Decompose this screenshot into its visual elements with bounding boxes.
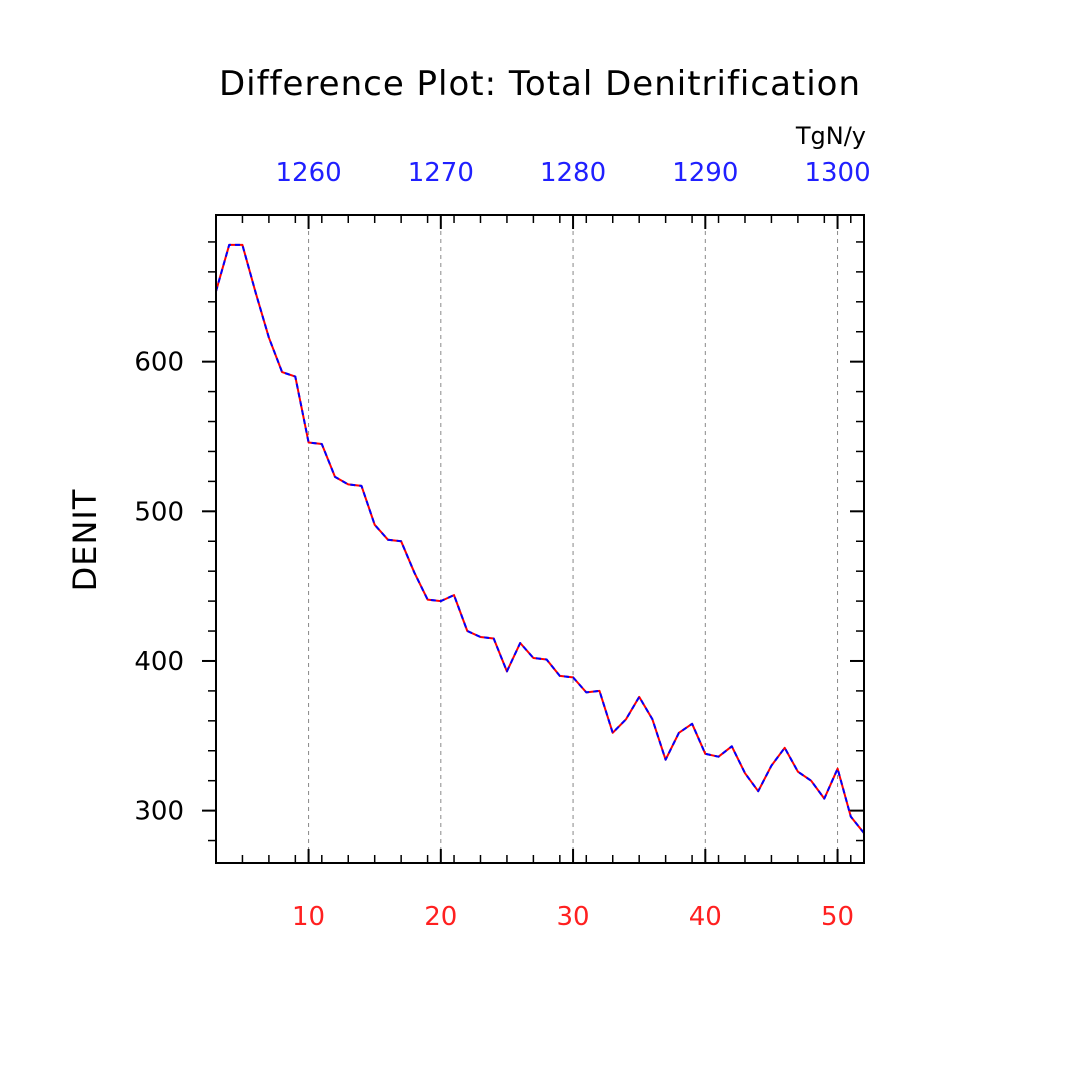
units-label: TgN/y <box>795 122 866 150</box>
x-top-tick-label: 1280 <box>540 158 606 188</box>
grid-lines <box>308 215 839 863</box>
x-bottom-tick-label: 10 <box>292 902 325 932</box>
y-tick-label: 400 <box>134 647 184 677</box>
x-top-tick-label: 1300 <box>804 158 870 188</box>
series-line-red <box>215 243 865 834</box>
y-axis-label: DENIT <box>66 489 104 592</box>
x-bottom-tick-label: 20 <box>424 902 457 932</box>
x-bottom-tick-labels: 10 20 30 40 50 <box>292 902 854 932</box>
y-tick-label: 500 <box>134 497 184 527</box>
major-ticks <box>202 215 864 863</box>
y-tick-labels: 300 400 500 600 <box>134 348 184 827</box>
x-bottom-tick-label: 30 <box>557 902 590 932</box>
x-top-tick-label: 1270 <box>408 158 474 188</box>
y-tick-label: 600 <box>134 348 184 378</box>
series-layer <box>215 243 865 834</box>
x-bottom-tick-label: 50 <box>821 902 854 932</box>
x-bottom-tick-label: 40 <box>689 902 722 932</box>
x-top-tick-label: 1260 <box>275 158 341 188</box>
series-line-blue <box>215 243 865 834</box>
y-tick-label: 300 <box>134 797 184 827</box>
minor-ticks <box>208 215 864 863</box>
x-top-tick-label: 1290 <box>672 158 738 188</box>
plot-frame <box>215 214 865 864</box>
x-top-tick-labels: 1260 1270 1280 1290 1300 <box>275 158 870 188</box>
chart-title: Difference Plot: Total Denitrification <box>219 64 861 104</box>
